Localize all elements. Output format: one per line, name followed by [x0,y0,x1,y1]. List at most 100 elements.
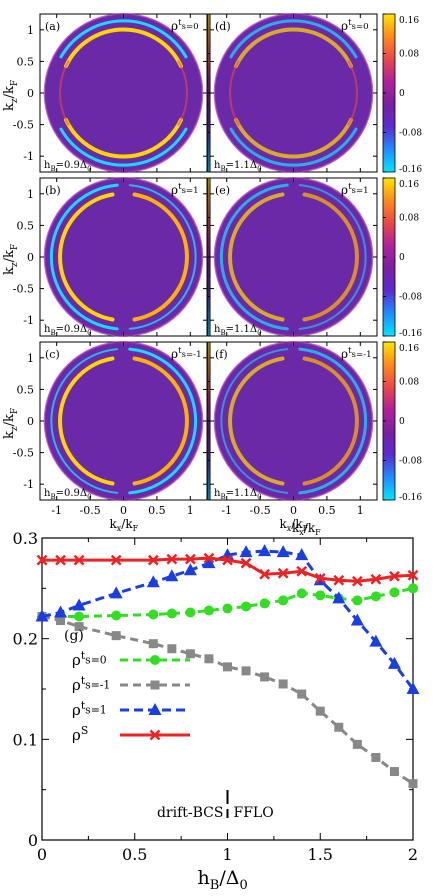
data-point [277,567,289,579]
data-point [278,595,289,606]
x-axis-label-right: kx/kF [292,521,321,537]
data-point [278,679,288,689]
colorbar-tick-label: 0 [399,253,405,263]
data-point [111,631,121,641]
legend-label: ρts=0 [72,649,107,669]
data-point [352,595,363,606]
ring-positive-top [233,27,354,69]
ring-positive-right [302,192,359,322]
ring-negative-right [128,347,198,495]
colorbar-tick-label: 0.08 [399,50,419,60]
panel-field-label: hB=1.1Δ0 [214,324,262,337]
y-tick-label: -1 [23,150,34,163]
data-point [36,554,48,566]
colorbar-tick-label: 0.08 [399,378,419,388]
data-point [296,588,307,599]
data-point [352,739,362,749]
x-tick-label: 2 [408,845,418,864]
y-tick-label: 0 [27,415,34,428]
legend-label: ρS [72,724,88,744]
panel-density-label: ρts=1 [341,182,369,197]
data-point [185,607,196,618]
data-point [407,569,419,581]
momentum-disk [44,342,203,500]
y-axis-label: kz/kF [2,408,20,439]
data-point [408,779,418,789]
data-point [333,574,345,586]
data-point [223,662,232,672]
y-tick-label: 0 [28,831,38,850]
ring-negative-bottom [59,127,188,167]
legend-item: ρts=0 [72,649,190,669]
panel-field-label: hB=0.9Δ0 [44,324,92,337]
momentum-disk [214,342,373,500]
data-point [54,605,68,618]
colorbar-tick-label: 0 [399,417,405,427]
x-tick-label: 0 [120,504,127,517]
data-point [371,752,381,762]
momentum-disk [44,178,203,336]
y-tick-label: -0.5 [13,283,34,296]
heatmap-panel-a: (a) ρts=0 hB=0.9Δ0 1 0.5 0 -0.5 -1 kz/kF [2,13,221,173]
data-point [183,563,197,576]
y-tick-label: -1 [23,314,34,327]
ring-positive-right [132,192,189,322]
ring-side-left [229,60,240,126]
ring-negative-right [298,347,368,495]
data-point [259,598,270,609]
y-tick-label: 1 [27,188,34,201]
y-tick-label: -0.5 [13,447,34,460]
momentum-disk [214,178,373,336]
ring-negative-left [49,183,119,331]
data-point [370,573,382,585]
x-tick-label: 1 [187,504,194,517]
data-point [351,575,363,587]
panel-tag: (f) [215,348,228,361]
colorbar-tick-label: -0.08 [399,293,422,303]
data-point [109,586,123,599]
data-point [276,545,290,558]
ring-side-right [177,60,188,126]
data-point [222,603,233,614]
y-tick-label: 0.2 [13,630,38,649]
data-point [55,554,66,566]
x-tick-label: 0 [37,845,47,864]
legend-marker [150,655,160,665]
x-axis-label: kx/kF [110,517,139,533]
data-point [240,557,252,569]
legend-label: ρts=1 [72,699,107,719]
data-point [241,666,251,676]
ring-positive-right [302,356,359,486]
data-point [369,634,383,647]
ring-negative-left [220,348,289,494]
data-point [389,587,400,598]
y-axis-label: kz/kF [2,244,20,275]
colorbar-tick-label: -0.08 [399,129,422,139]
y-tick-label: 0.1 [13,730,38,749]
panel-tag: (a) [45,20,60,33]
ring-positive-right [132,356,189,486]
ring-positive-left [58,356,115,486]
colorbar-tick-label: -0.16 [399,493,422,503]
legend-item: ρts=1 [72,699,190,719]
panel-field-label: hB=0.9Δ0 [44,160,92,173]
colorbar-tick-label: 0.16 [399,344,419,354]
colorbar-tick-label: -0.16 [399,329,422,339]
data-point [73,554,85,566]
ring-negative-top [229,19,358,59]
plot-frame [41,537,414,841]
panel-field-label: hB=0.9Δ0 [44,488,92,501]
panel-tag: (e) [215,184,230,197]
annotation-fflo: FFLO [234,805,274,821]
data-point [185,553,196,565]
colorbar-tick-label: 0.16 [399,180,419,190]
data-point [389,570,400,582]
heatmap-panel-d: (d) ρts=0 hB=1.1Δ0 0.16 0.08 0 -0.08 -0.16 [209,13,422,175]
heatmap-panel-c: (c) ρts=-1 hB=0.9Δ0 1 0.5 0 -0.5 -1 kz/kF -1 -0.5 0… [2,341,221,533]
data-point [314,572,326,584]
ring-positive-top [63,27,184,69]
data-point [56,616,66,626]
data-point [350,613,364,626]
x-tick-label: -1 [221,504,232,517]
